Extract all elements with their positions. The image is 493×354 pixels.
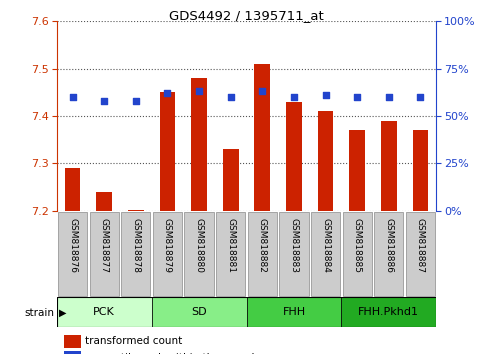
Bar: [381, 121, 397, 211]
Text: GSM818878: GSM818878: [131, 218, 141, 273]
Point: [321, 92, 329, 98]
Bar: [406, 212, 435, 297]
Point: [417, 94, 424, 100]
Bar: [254, 64, 270, 211]
Bar: [121, 212, 150, 297]
Bar: [311, 212, 340, 297]
Text: GSM818885: GSM818885: [352, 218, 362, 273]
Text: GSM818880: GSM818880: [195, 218, 204, 273]
Text: GSM818887: GSM818887: [416, 218, 425, 273]
Text: GSM818881: GSM818881: [226, 218, 235, 273]
Text: GDS4492 / 1395711_at: GDS4492 / 1395711_at: [169, 9, 324, 22]
Text: PCK: PCK: [93, 307, 115, 318]
Text: GSM818877: GSM818877: [100, 218, 108, 273]
Text: SD: SD: [191, 307, 207, 318]
Text: FHH.Pkhd1: FHH.Pkhd1: [358, 307, 420, 318]
Bar: [341, 297, 436, 327]
Bar: [374, 212, 403, 297]
Bar: [317, 111, 333, 211]
Bar: [413, 130, 428, 211]
Bar: [246, 297, 341, 327]
Point: [100, 98, 108, 104]
Bar: [286, 102, 302, 211]
Bar: [343, 212, 372, 297]
Point: [195, 88, 203, 94]
Text: FHH: FHH: [282, 307, 306, 318]
Bar: [216, 212, 245, 297]
Text: GSM818884: GSM818884: [321, 218, 330, 273]
Point: [69, 94, 76, 100]
Bar: [96, 192, 112, 211]
Bar: [64, 335, 81, 348]
Text: GSM818883: GSM818883: [289, 218, 298, 273]
Bar: [152, 297, 246, 327]
Bar: [223, 149, 239, 211]
Bar: [350, 130, 365, 211]
Point: [132, 98, 140, 104]
Bar: [160, 92, 176, 211]
Point: [385, 94, 393, 100]
Point: [164, 90, 172, 96]
Text: percentile rank within the sample: percentile rank within the sample: [85, 353, 261, 354]
Text: GSM818879: GSM818879: [163, 218, 172, 273]
Point: [227, 94, 235, 100]
Bar: [280, 212, 309, 297]
Bar: [248, 212, 277, 297]
Bar: [184, 212, 213, 297]
Bar: [58, 212, 87, 297]
Text: GSM818886: GSM818886: [385, 218, 393, 273]
Bar: [191, 78, 207, 211]
Point: [353, 94, 361, 100]
Text: ▶: ▶: [59, 308, 67, 318]
Text: transformed count: transformed count: [85, 336, 182, 346]
Bar: [65, 168, 80, 211]
Bar: [128, 210, 143, 211]
Text: strain: strain: [24, 308, 54, 318]
Text: GSM818882: GSM818882: [258, 218, 267, 273]
Bar: [64, 351, 81, 354]
Text: GSM818876: GSM818876: [68, 218, 77, 273]
Bar: [57, 297, 152, 327]
Point: [258, 88, 266, 94]
Bar: [90, 212, 119, 297]
Bar: [153, 212, 182, 297]
Point: [290, 94, 298, 100]
